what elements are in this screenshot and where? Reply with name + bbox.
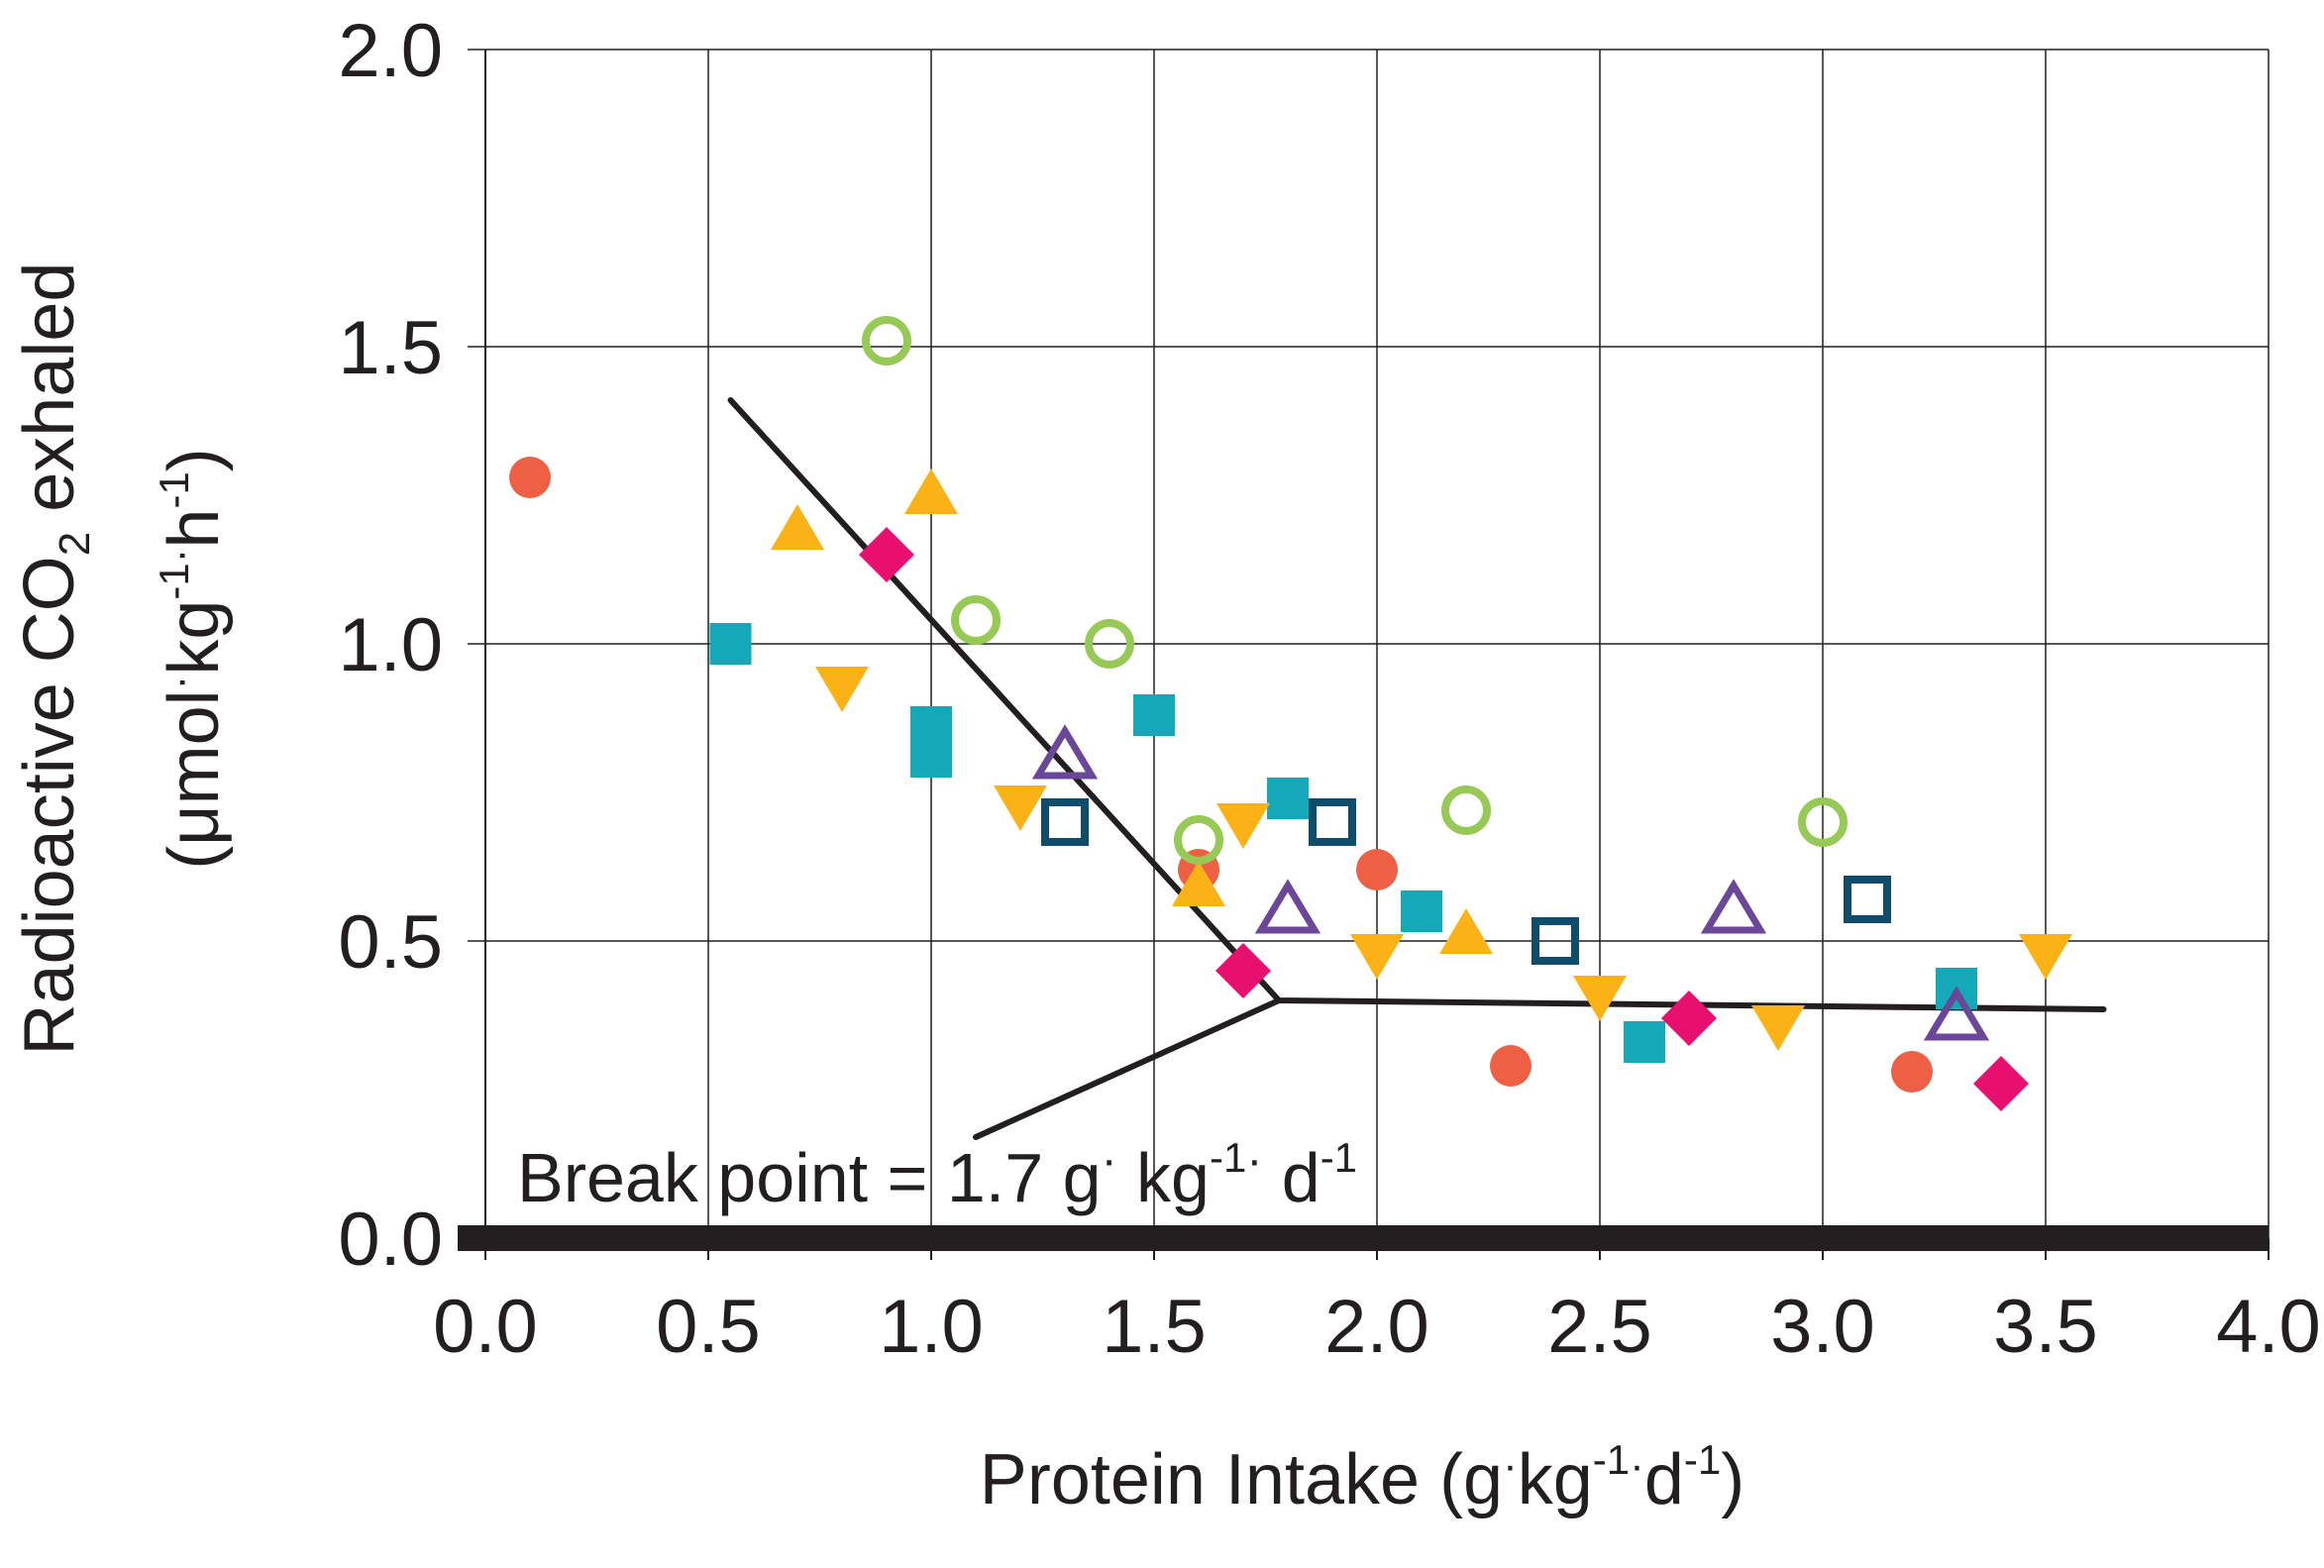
- data-point-orange-triangle-up: [771, 504, 824, 550]
- x-axis-title-main: Protein Intake (g: [980, 1440, 1503, 1519]
- data-point-orange-triangle-up: [1172, 861, 1225, 906]
- data-point-green-ring: [1798, 797, 1848, 847]
- y-tick-label: 0.0: [338, 1198, 443, 1282]
- data-point-orange-triangle-down: [1751, 1005, 1805, 1051]
- data-point-red-circle: [509, 457, 551, 498]
- y-axis-title-kg: kg: [155, 600, 234, 676]
- data-point-green-ring: [1085, 619, 1134, 669]
- data-point-navy-square: [1844, 876, 1891, 923]
- y-axis-title-sup-2: -1: [151, 471, 197, 508]
- x-tick-label: 0.5: [656, 1285, 761, 1369]
- data-point-purple-triangle: [1031, 724, 1099, 780]
- data-point-red-circle: [1891, 1051, 1933, 1093]
- data-point-magenta-diamond: [1215, 943, 1271, 998]
- y-tick-label: 0.5: [338, 900, 443, 985]
- x-tick-label: 2.0: [1324, 1285, 1429, 1369]
- data-point-orange-triangle-up: [904, 469, 958, 514]
- annotation-text-c: d: [1262, 1139, 1320, 1216]
- data-point-navy-square: [1041, 798, 1089, 846]
- y-axis-title-h: h: [155, 509, 234, 549]
- data-point-purple-triangle: [1923, 986, 1990, 1041]
- x-tick-label: 1.5: [1102, 1285, 1207, 1369]
- data-point-orange-triangle-down: [1350, 934, 1404, 980]
- x-axis-title: Protein Intake (g·kg-1·d-1): [980, 1436, 1744, 1519]
- data-point-orange-triangle-up: [1439, 908, 1493, 954]
- data-point-magenta-diamond: [1661, 991, 1717, 1046]
- fit-line: [973, 997, 1282, 1140]
- data-point-red-circle: [1490, 1045, 1532, 1087]
- y-tick-label: 1.5: [338, 306, 443, 390]
- x-tick-label: 4.0: [2216, 1285, 2321, 1369]
- x-axis-bar: [458, 1225, 2269, 1251]
- y-axis-title-dot-2: ·: [156, 549, 204, 564]
- data-markers: [509, 316, 2072, 1111]
- x-tick-label: 1.0: [879, 1285, 984, 1369]
- x-tick-label: 3.5: [1993, 1285, 2098, 1369]
- data-point-orange-triangle-down: [994, 785, 1047, 831]
- data-point-orange-triangle-down: [1573, 976, 1627, 1021]
- data-point-green-ring: [1441, 785, 1491, 835]
- y-axis-title-close: ): [155, 448, 234, 471]
- x-axis-title-kg: kg: [1518, 1440, 1593, 1519]
- data-point-green-ring: [951, 595, 1001, 645]
- y-axis-title-line-2: (μmol·kg-1·h-1): [151, 448, 234, 870]
- x-tick-label: 0.0: [433, 1285, 538, 1369]
- x-axis-title-sup-1: -1: [1593, 1436, 1630, 1483]
- x-axis-title-close: ): [1721, 1440, 1744, 1519]
- data-point-green-ring: [1174, 815, 1223, 865]
- annotation-dot-2: ·: [1246, 1134, 1262, 1187]
- data-point-red-circle: [1356, 849, 1398, 890]
- y-axis-title-line-1: Radioactive CO2 exhaled: [10, 262, 99, 1056]
- x-axis-title-dot-1: ·: [1503, 1441, 1518, 1490]
- y-axis-title-dot-1: ·: [156, 676, 204, 690]
- y-tick-label: 2.0: [338, 9, 443, 93]
- annotation-dot-1: ·: [1102, 1134, 1117, 1187]
- y-axis-title-sup-1: -1: [151, 563, 197, 599]
- y-axis-title-subscript: 2: [51, 532, 99, 556]
- data-point-green-ring: [862, 316, 911, 366]
- x-axis-title-d: d: [1644, 1440, 1684, 1519]
- data-point-orange-triangle-down: [815, 667, 869, 712]
- x-tick-label: 2.5: [1547, 1285, 1652, 1369]
- x-axis-title-sup-2: -1: [1684, 1436, 1721, 1483]
- y-axis-title-part-a: Radioactive CO: [10, 556, 89, 1055]
- data-point-orange-triangle-down: [1216, 803, 1270, 849]
- y-tick-label: 1.0: [338, 603, 443, 687]
- data-point-teal-square: [1133, 694, 1175, 736]
- data-point-purple-triangle: [1254, 879, 1321, 934]
- x-axis-title-dot-2: ·: [1630, 1441, 1644, 1490]
- annotation-text-a: Break point = 1.7 g: [517, 1139, 1102, 1216]
- data-point-teal-square: [910, 736, 952, 778]
- annotation-sup-1: -1: [1210, 1134, 1246, 1181]
- data-point-magenta-diamond: [1973, 1056, 2029, 1111]
- axes: 0.0 0.5 1.0 1.5 2.0 2.5 3.0 3.5 4.0 0.0 0.5 1.0 1.5 2…: [338, 9, 2320, 1369]
- data-point-navy-square: [1532, 917, 1579, 965]
- break-point-annotation: Break point = 1.7 g· kg-1· d-1: [517, 1134, 1357, 1216]
- y-axis-title-part-b: exhaled: [10, 262, 89, 532]
- data-point-navy-square: [1309, 798, 1356, 846]
- x-tick-label: 3.0: [1770, 1285, 1875, 1369]
- y-axis-title-open: (μmol: [155, 689, 234, 869]
- data-point-purple-triangle: [1700, 879, 1767, 934]
- data-point-teal-square: [1624, 1021, 1665, 1063]
- data-point-teal-square: [1401, 890, 1442, 932]
- annotation-text-b: kg: [1117, 1139, 1210, 1216]
- fit-lines: [727, 397, 2107, 1140]
- data-point-teal-square: [1267, 778, 1309, 819]
- data-point-teal-square: [709, 623, 752, 665]
- data-point-magenta-diamond: [859, 527, 914, 582]
- data-point-orange-triangle-down: [2019, 934, 2072, 980]
- annotation-sup-2: -1: [1320, 1134, 1357, 1181]
